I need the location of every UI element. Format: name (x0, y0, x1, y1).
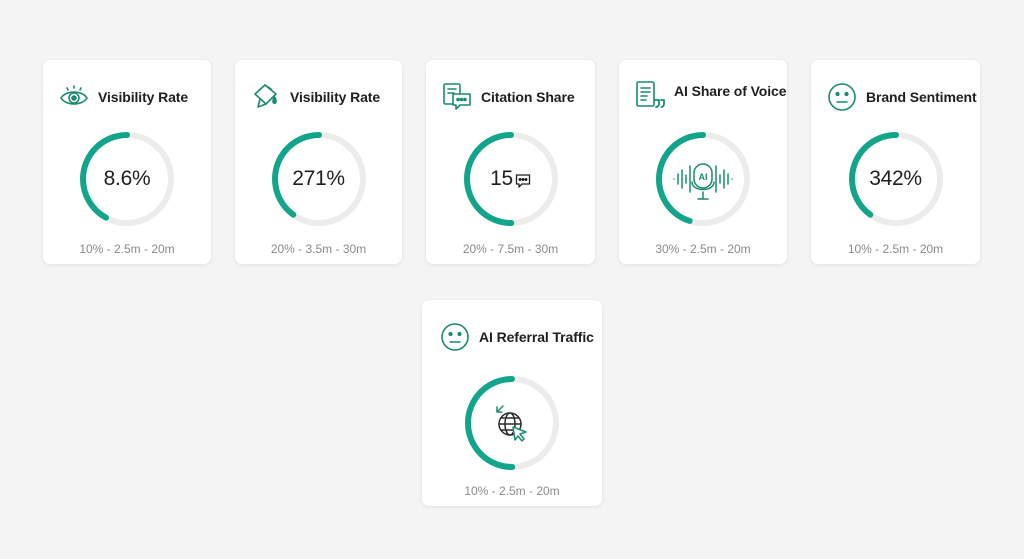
neutral-face-icon (441, 323, 469, 351)
metric-value: 15 (490, 167, 513, 190)
metric-range: 10% - 2.5m - 20m (79, 242, 175, 256)
card-title: Visibility Rate (98, 89, 189, 105)
metric-range: 30% - 2.5m - 20m (655, 242, 751, 256)
progress-ring (463, 374, 561, 472)
metric-card-visibility-rate[interactable]: Visibility Rate 8.6% 10% - 2.5m - 20m (43, 60, 211, 264)
progress-ring: 15 (462, 130, 560, 228)
card-title: AI Share of Voice (674, 83, 787, 99)
card-title: AI Referral Traffic (479, 329, 594, 345)
progress-ring: AI (654, 130, 752, 228)
document-quote-icon (636, 81, 665, 108)
ai-microphone-soundwave-icon: AI (673, 163, 733, 200)
metric-card-brand-sentiment[interactable]: Brand Sentiment 342% 10% - 2.5m - 20m (811, 60, 980, 264)
progress-ring: 342% (847, 130, 945, 228)
metric-range: 10% - 2.5m - 20m (464, 484, 560, 498)
progress-ring: 271% (270, 130, 368, 228)
neutral-face-icon (828, 83, 856, 111)
metric-card-visibility-rate-2[interactable]: Visibility Rate 271% 20% - 3.5m - 30m (235, 60, 402, 264)
bucket-icon (254, 84, 277, 108)
metric-card-ai-referral-traffic[interactable]: AI Referral Traffic 10% - 2.5m - 20m (422, 300, 602, 506)
metric-card-citation-share[interactable]: Citation Share 15 20% - 7.5m - 30m (426, 60, 595, 264)
card-title: Visibility Rate (290, 89, 381, 105)
eye-icon (60, 85, 88, 105)
metric-range: 20% - 3.5m - 30m (270, 242, 367, 256)
card-title: Citation Share (481, 89, 575, 105)
progress-ring: 8.6% (78, 130, 176, 228)
metric-card-ai-share-of-voice[interactable]: AI Share of Voice AI 30% - 2.5m - 20m (619, 60, 787, 264)
metric-value-with-icon: 15 (462, 130, 560, 228)
chat-bubble-icon (515, 173, 531, 188)
svg-text:AI: AI (699, 172, 708, 182)
metric-range: 10% - 2.5m - 20m (847, 242, 944, 256)
metric-range: 20% - 7.5m - 30m (462, 242, 559, 256)
chat-document-icon (443, 83, 471, 110)
globe-cursor-icon (496, 405, 527, 442)
metric-value: 271% (292, 167, 345, 190)
metric-value: 8.6% (103, 167, 151, 190)
card-title: Brand Sentiment (866, 89, 977, 105)
metric-value: 342% (869, 167, 922, 190)
